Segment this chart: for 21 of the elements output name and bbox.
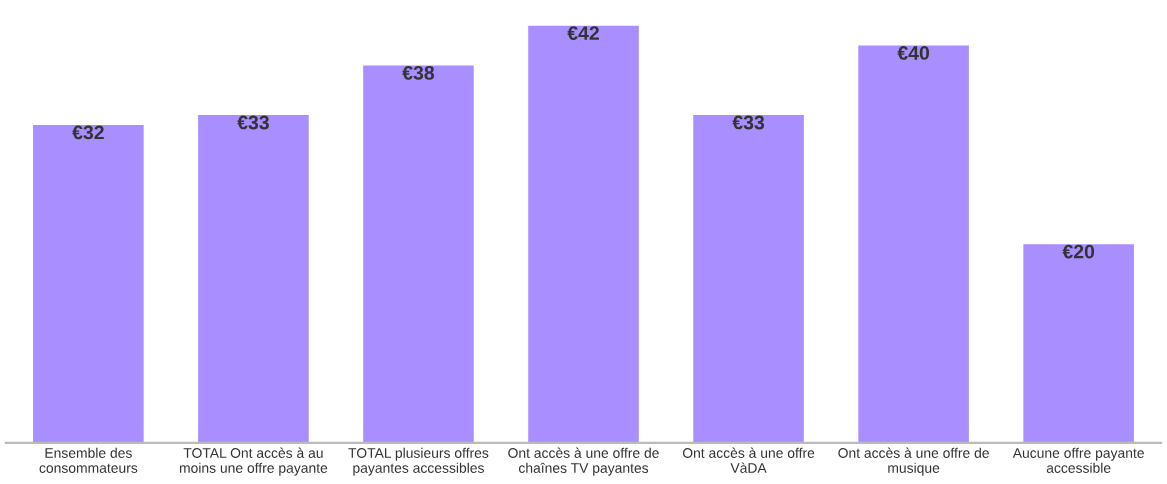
bar — [528, 25, 639, 443]
bar — [198, 115, 309, 443]
x-tick-label: Ont accès à une offre VàDA — [682, 447, 815, 473]
data-label: €33 — [237, 115, 269, 130]
x-tick-label: TOTAL plusieurs offres payantes accessibles — [348, 447, 489, 476]
bar — [858, 45, 969, 443]
data-label: €40 — [897, 46, 930, 60]
bar — [33, 125, 144, 443]
bar — [363, 65, 474, 443]
data-label: €42 — [567, 26, 599, 40]
x-tick-label: TOTAL Ont accès à au moins une offre payante — [179, 447, 328, 476]
data-label: €38 — [402, 65, 435, 80]
data-label: €33 — [732, 115, 765, 130]
data-label: €32 — [72, 125, 104, 140]
x-tick-label: Ensemble des consommateurs — [39, 447, 138, 473]
bar — [1023, 244, 1134, 443]
data-label: €20 — [1062, 244, 1095, 259]
x-tick-label: Ont accès à une offre de chaînes TV payantes — [508, 447, 659, 476]
x-tick-label: Aucune offre payante accessible — [1012, 447, 1144, 473]
bar — [693, 115, 804, 443]
x-tick-label: Ont accès à une offre de musique — [838, 447, 989, 476]
